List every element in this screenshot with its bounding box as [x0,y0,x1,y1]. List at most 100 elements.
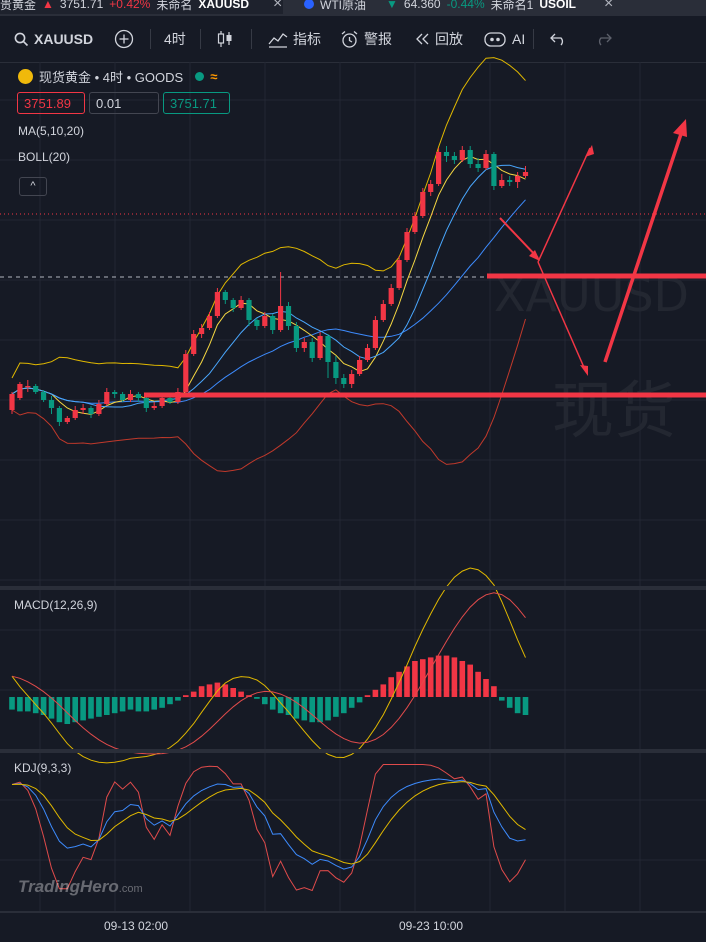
tab-price: 64.360 [403,0,441,11]
macd-bar [230,688,236,697]
ma-label[interactable]: MA(5,10,20) [18,124,85,138]
indicators-label: 指标 [293,31,321,47]
drawings [144,119,706,398]
undo-button[interactable] [550,16,568,62]
tab-usoil[interactable]: WTI原油 ▼ 64.360 -0.44% 未命名1 USOIL × [292,0,632,14]
tab-xauusd[interactable]: 贵黄金 ▲ 3751.71 +0.42% 未命名 XAUUSD × [0,0,283,14]
arrow-line [537,261,587,373]
candle-body [436,152,442,184]
macd-bar [72,697,78,723]
macd-bar [175,697,181,701]
candle-body [443,152,450,156]
macd-bar [420,659,426,697]
macd-bar [56,697,63,723]
candle-body [72,410,78,418]
candle-body [25,386,31,388]
candle-body [380,304,386,320]
candle-body [230,300,236,308]
macd-label[interactable]: MACD(12,26,9) [14,598,98,612]
symbol-label: XAUUSD [34,31,94,47]
macd-bar [475,671,481,697]
compare-button[interactable] [114,16,134,62]
candle-body [151,406,157,408]
chart-type-button[interactable] [216,16,234,62]
close-icon[interactable]: × [273,0,283,12]
candle-body [396,260,402,288]
macd-bar [404,666,410,697]
divider [533,29,534,49]
macd-bar [435,655,442,697]
candle-body [404,232,410,260]
macd-bar [80,697,86,721]
candle-body [357,360,363,374]
tab-change: -0.44% [446,0,485,11]
macd-bar [467,664,473,697]
macd-bar [269,697,276,710]
ai-label: AI [512,31,526,47]
macd-bar [451,657,458,697]
chart-legend: 现货黄金 • 4时 • GOODS ≈ [18,67,217,86]
candle-body [293,326,299,348]
candle-body [135,394,141,398]
macd-bar [104,697,110,715]
buy-button[interactable]: 3751.71 [163,92,230,114]
interval-button[interactable]: 4时 [164,16,186,62]
macd-bar [388,677,394,697]
candle-body [17,384,23,398]
macd-bar [364,695,371,697]
time-axis-separator [0,911,706,913]
macd-bar [238,691,244,697]
macd-bar [167,697,173,705]
macd-bar [309,697,315,723]
sell-button[interactable]: 3751.89 [17,92,85,114]
tab-arrow: ▼ [386,0,398,11]
macd-bar [459,661,466,697]
macd-bar [159,697,165,708]
macd-dea-line [11,592,526,755]
pane-separator[interactable] [0,749,706,753]
tab-icon [304,0,314,9]
symbol-search-button[interactable]: XAUUSD [14,16,93,62]
quantity-field[interactable]: 0.01 [89,92,159,114]
macd-bar [222,684,229,697]
alarm-clock-icon [341,30,358,48]
ma10-line [11,164,526,408]
boll-label[interactable]: BOLL(20) [18,150,71,164]
brand-name: TradingHero [18,877,119,896]
pane-separator[interactable] [0,586,706,590]
candle-body [451,156,457,160]
interval-label: 4时 [164,31,186,47]
replay-button[interactable]: 回放 [414,16,463,62]
candle-body [364,348,371,360]
candle-body [246,300,252,320]
macd-bar [262,697,268,705]
candle-body [349,374,355,384]
candle-body [262,316,268,326]
redo-button[interactable] [594,16,612,62]
ai-button[interactable]: AI [483,16,525,62]
arrow-line [603,127,685,363]
candle-body [309,342,315,358]
divider [251,29,252,49]
candles-icon [217,31,232,47]
arrow-head [529,250,540,261]
macd-bar [317,697,323,723]
boll-upper-line [11,57,526,379]
collapse-legend-button[interactable]: ^ [19,177,47,196]
candle-body [214,292,220,316]
symbol-title: 现货黄金 • 4时 • GOODS [39,70,184,85]
close-icon[interactable]: × [603,0,614,12]
kdj-label[interactable]: KDJ(9,3,3) [14,761,72,775]
macd-bar [64,697,71,724]
grid [0,62,706,911]
ma5-line [11,155,526,415]
divider [200,29,201,49]
tab-arrow: ▲ [42,0,54,11]
macd-bar [372,689,379,697]
brand-watermark: TradingHero.com [18,877,143,897]
search-icon [14,32,29,46]
alerts-button[interactable]: 警报 [340,16,392,62]
kdj-d-line [11,781,526,865]
indicators-button[interactable]: 指标 [268,16,321,62]
